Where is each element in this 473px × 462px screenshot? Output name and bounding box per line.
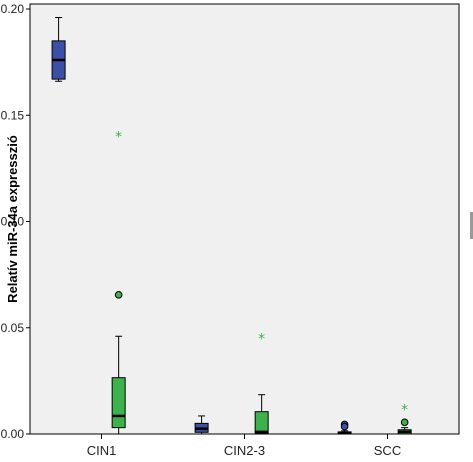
right-edge-mark xyxy=(470,212,473,239)
y-axis: 0.00 0.05 0.10 0.15 0.20 xyxy=(1,2,30,441)
box-group xyxy=(194,415,209,435)
box-group: * xyxy=(397,403,412,435)
x-tick-label: CIN2-3 xyxy=(224,443,265,458)
outlier-point xyxy=(400,418,409,427)
box-group: * xyxy=(254,331,269,435)
box xyxy=(111,377,126,429)
x-axis: CIN1 CIN2-3 SCC xyxy=(87,434,401,458)
y-tick-label: 0.05 xyxy=(1,321,25,335)
outlier-point xyxy=(114,291,123,299)
y-tick-label: 0.15 xyxy=(1,108,25,122)
plot-area xyxy=(29,3,460,435)
y-axis-title: Relatív miR-34a expresszió xyxy=(5,135,20,303)
boxes-layer: * * * xyxy=(51,17,412,435)
box-group: * xyxy=(111,129,126,435)
box-group xyxy=(51,17,66,82)
extreme-point: * xyxy=(258,331,265,347)
outlier-point xyxy=(340,422,349,431)
y-tick-label: 0.20 xyxy=(1,2,25,16)
y-tick-label: 0.00 xyxy=(1,427,25,441)
extreme-point: * xyxy=(115,129,122,145)
x-tick-label: SCC xyxy=(374,443,401,458)
box xyxy=(254,411,269,434)
y-tick-label: 0.10 xyxy=(1,215,25,229)
extreme-point: * xyxy=(401,403,408,419)
x-tick-label: CIN1 xyxy=(87,443,117,458)
box-group xyxy=(337,420,352,435)
